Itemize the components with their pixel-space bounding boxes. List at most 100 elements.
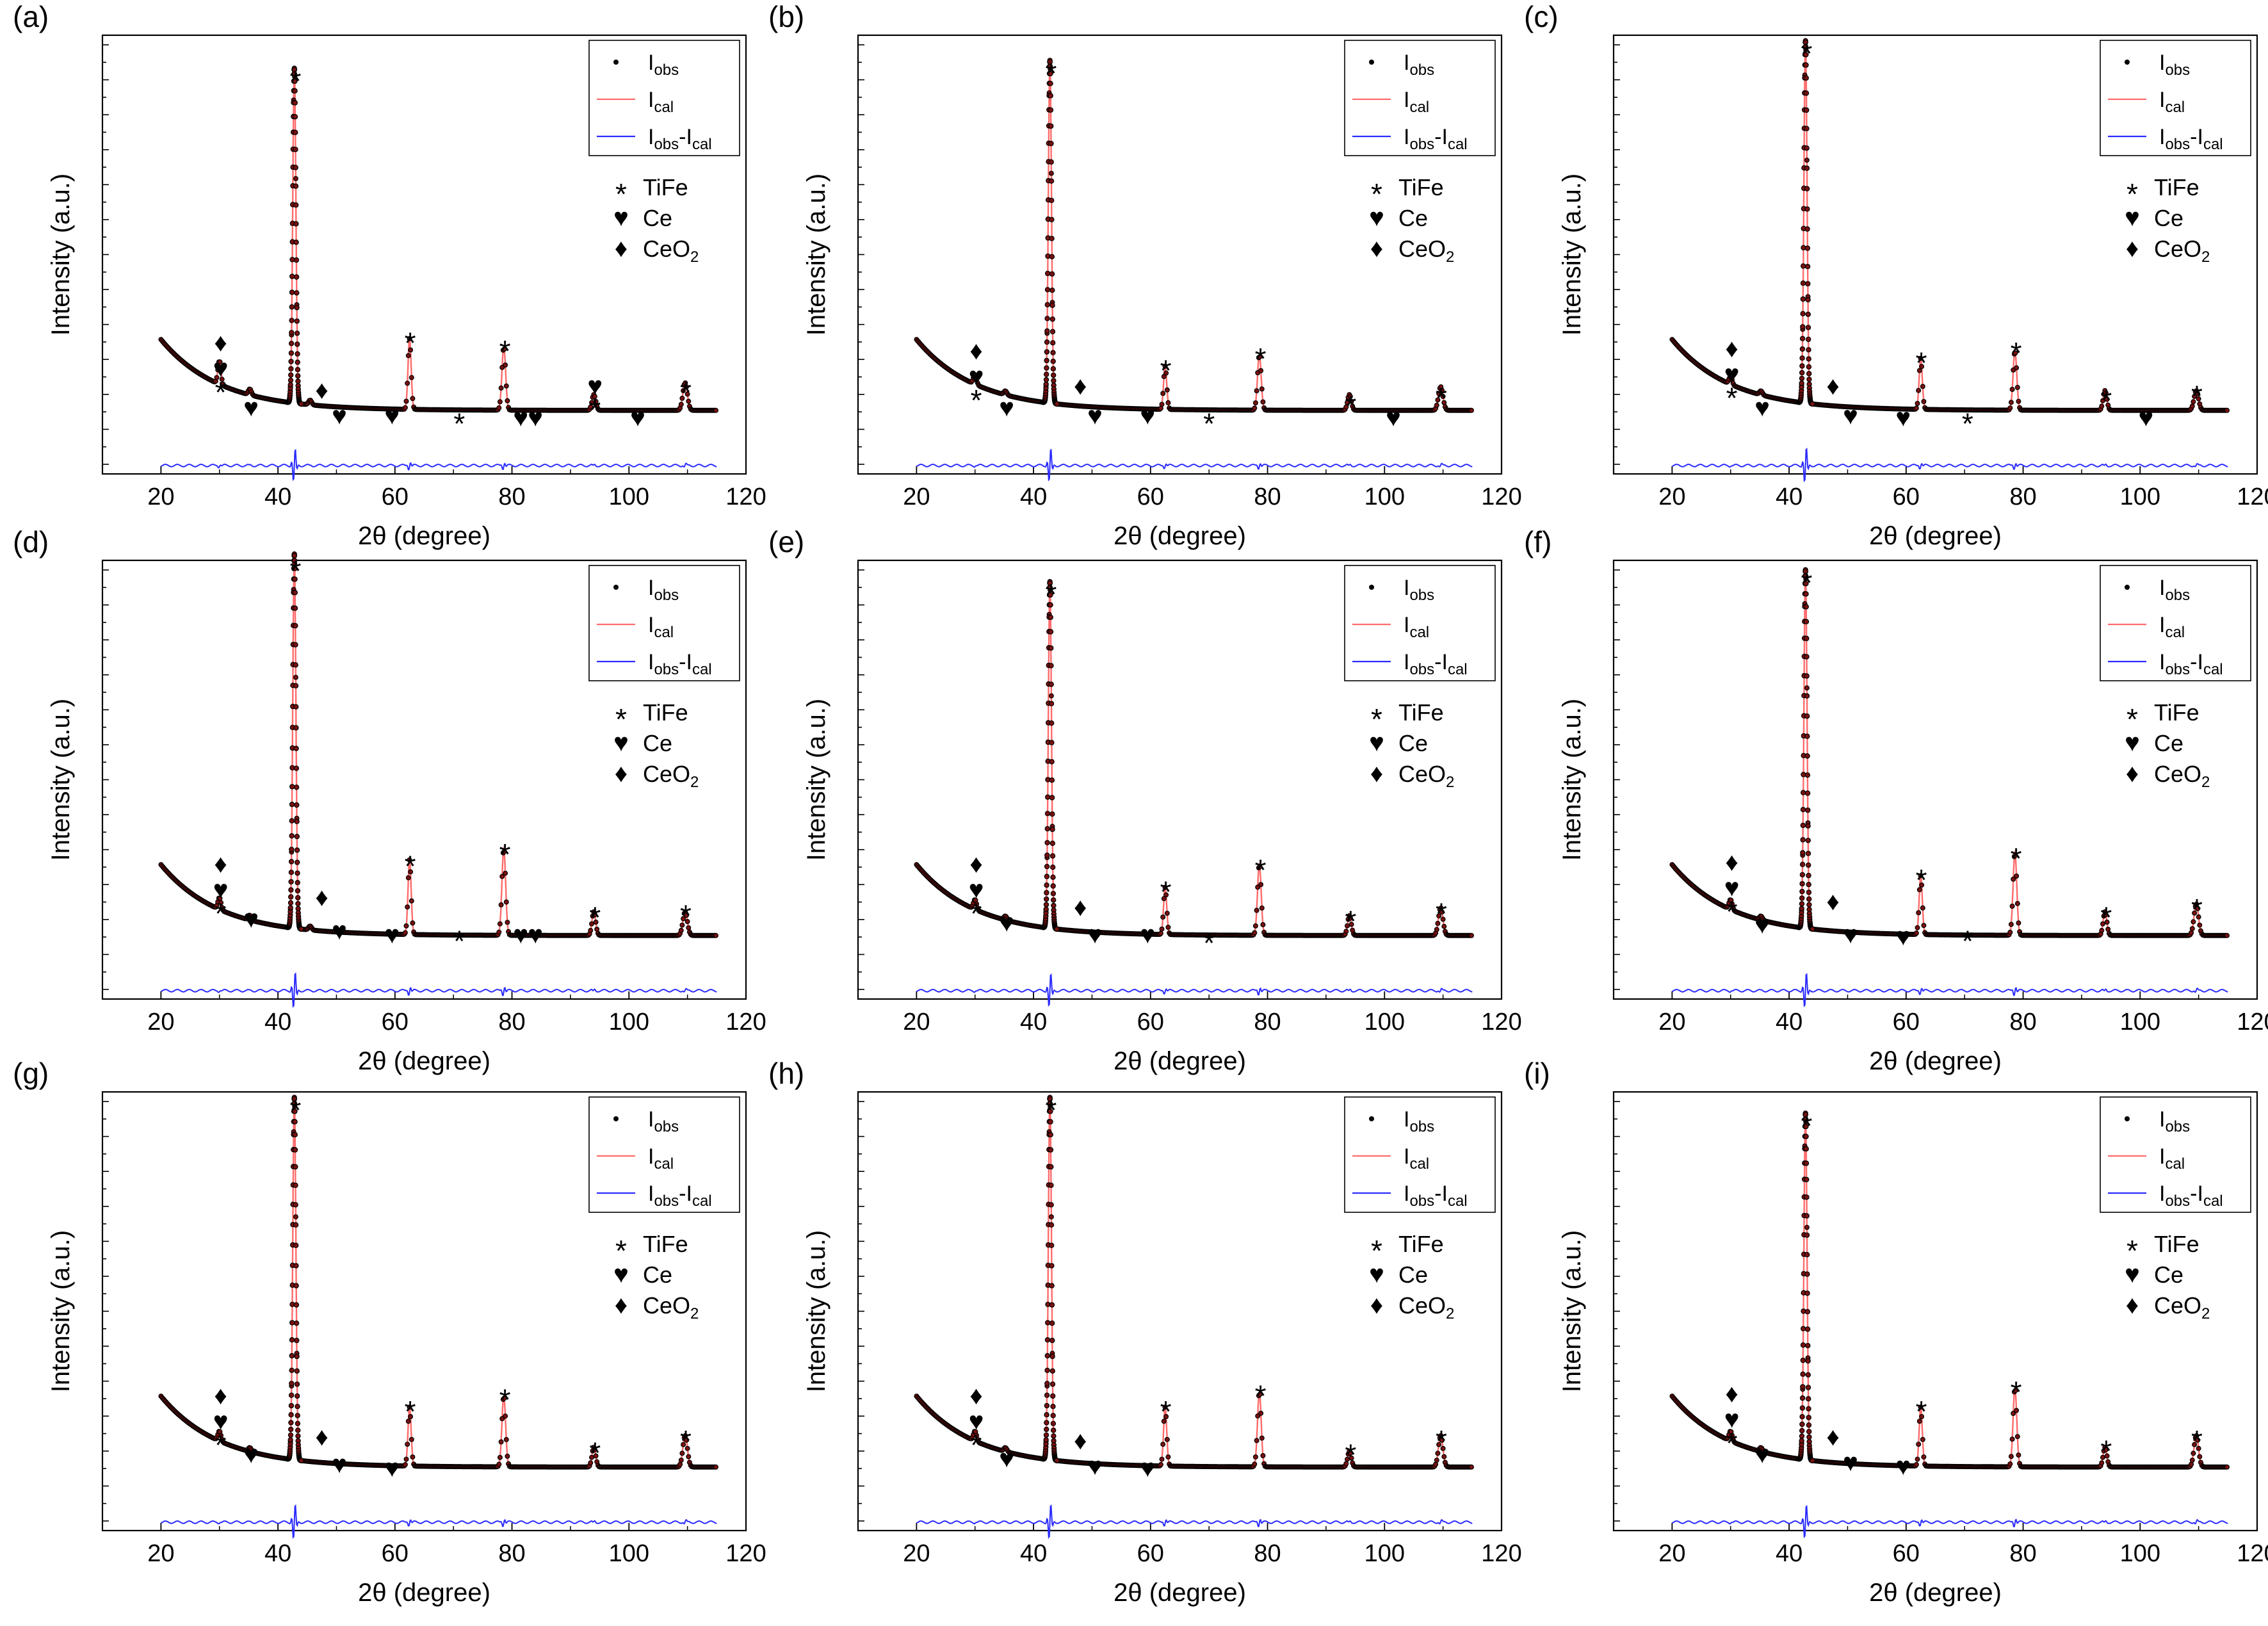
x-tick-label: 60 (382, 1540, 409, 1567)
data-point (1804, 126, 1810, 131)
data-point (292, 590, 298, 596)
phase-key-symbol: ♦ (2126, 234, 2139, 263)
data-point (293, 622, 298, 629)
phase-marker: ♥ (1895, 403, 1911, 432)
x-axis-label: 2θ (degree) (358, 1579, 490, 1607)
phase-marker: * (1345, 905, 1356, 938)
data-point (289, 1337, 295, 1343)
data-point (2014, 384, 2020, 390)
data-point (496, 1461, 502, 1467)
text-part: I (2159, 576, 2165, 600)
text-part: I (1404, 125, 1409, 149)
data-point (1799, 375, 1805, 382)
phase-marker: ♥ (1087, 921, 1103, 949)
phase-marker: * (1962, 407, 1973, 441)
y-axis-label: Intensity (a.u.) (802, 174, 830, 336)
text-part: obs (2165, 587, 2190, 604)
data-point (1164, 911, 1170, 916)
y-axis-label: Intensity (a.u.) (47, 699, 75, 861)
data-point (295, 1427, 301, 1433)
phase-marker: * (2100, 901, 2112, 934)
phase-key-symbol: ♥ (613, 204, 629, 232)
data-point (1799, 872, 1806, 878)
data-point (288, 1432, 294, 1438)
data-point (1915, 400, 1920, 406)
text-part: I (648, 650, 654, 674)
data-point (293, 257, 300, 263)
phase-marker: ♦ (315, 1423, 328, 1451)
data-point (1804, 733, 1810, 739)
series-line-diff (916, 973, 1473, 1007)
text-part: Ce (2154, 730, 2183, 756)
data-point (295, 1393, 300, 1399)
data-point (1049, 271, 1055, 277)
data-point (2008, 400, 2014, 405)
data-point (1804, 206, 1810, 212)
legend-swatch-dot (2125, 60, 2130, 65)
data-point (1806, 896, 1812, 902)
phase-marker: ♥ (1754, 911, 1770, 939)
data-point (1045, 794, 1051, 800)
data-point (298, 926, 304, 932)
data-point (1051, 372, 1057, 378)
data-point (677, 1461, 683, 1467)
phase-key-label: Ce (643, 730, 672, 756)
phase-marker: * (2011, 336, 2022, 370)
text-part: obs (2165, 136, 2190, 153)
x-tick-label: 60 (1893, 484, 1920, 510)
series-line-diff (1671, 973, 2228, 1008)
phase-marker: ♦ (969, 337, 982, 365)
text-part: CeO (1398, 236, 1446, 262)
text-part: Ce (643, 730, 672, 756)
data-point (1049, 720, 1055, 726)
data-point (407, 336, 412, 341)
panel-label: (a) (13, 0, 49, 33)
phase-key-label: Ce (1398, 205, 1428, 231)
phase-marker: * (1916, 346, 1927, 379)
data-point (503, 1436, 509, 1442)
x-tick-label: 100 (609, 1540, 649, 1567)
phase-marker: ♦ (969, 850, 982, 878)
text-part: cal (2165, 99, 2185, 116)
data-point (713, 407, 718, 413)
data-point (294, 290, 300, 296)
data-point (293, 1214, 298, 1220)
data-point (1799, 901, 1805, 907)
phase-key-symbol: * (615, 177, 627, 211)
data-point (1804, 264, 1811, 270)
phase-key-symbol: ♦ (1370, 760, 1383, 788)
data-point (289, 1320, 295, 1326)
data-point (1049, 197, 1055, 204)
phase-marker: ♥ (587, 372, 603, 400)
data-point (1163, 370, 1169, 376)
data-point (288, 1420, 294, 1426)
x-axis-label: 2θ (degree) (1869, 522, 2002, 550)
x-tick-label: 100 (2120, 1009, 2160, 1036)
data-point (1050, 883, 1056, 889)
data-point (1799, 336, 1806, 341)
data-point (1165, 924, 1171, 930)
data-point (2224, 932, 2230, 938)
data-point (1044, 825, 1050, 832)
data-point (1044, 852, 1050, 858)
phase-key-label: TiFe (643, 699, 688, 726)
data-point (1050, 340, 1056, 346)
phase-marker: * (215, 376, 227, 409)
data-point (408, 347, 414, 353)
data-point (1044, 863, 1050, 870)
text-part: CeO (643, 761, 690, 787)
legend-swatch-dot (2125, 585, 2130, 590)
data-point (1799, 380, 1804, 386)
x-tick-label: 120 (2237, 484, 2268, 510)
data-point (288, 359, 294, 364)
data-point (1806, 371, 1812, 377)
phase-marker: ♥ (1140, 921, 1155, 949)
data-point (288, 350, 295, 356)
data-point (1049, 254, 1055, 259)
data-point (2007, 405, 2013, 411)
phase-marker: ♥ (528, 403, 543, 432)
text-part: TiFe (643, 699, 688, 726)
data-point (1165, 400, 1171, 405)
text-part: -I (1434, 125, 1448, 149)
